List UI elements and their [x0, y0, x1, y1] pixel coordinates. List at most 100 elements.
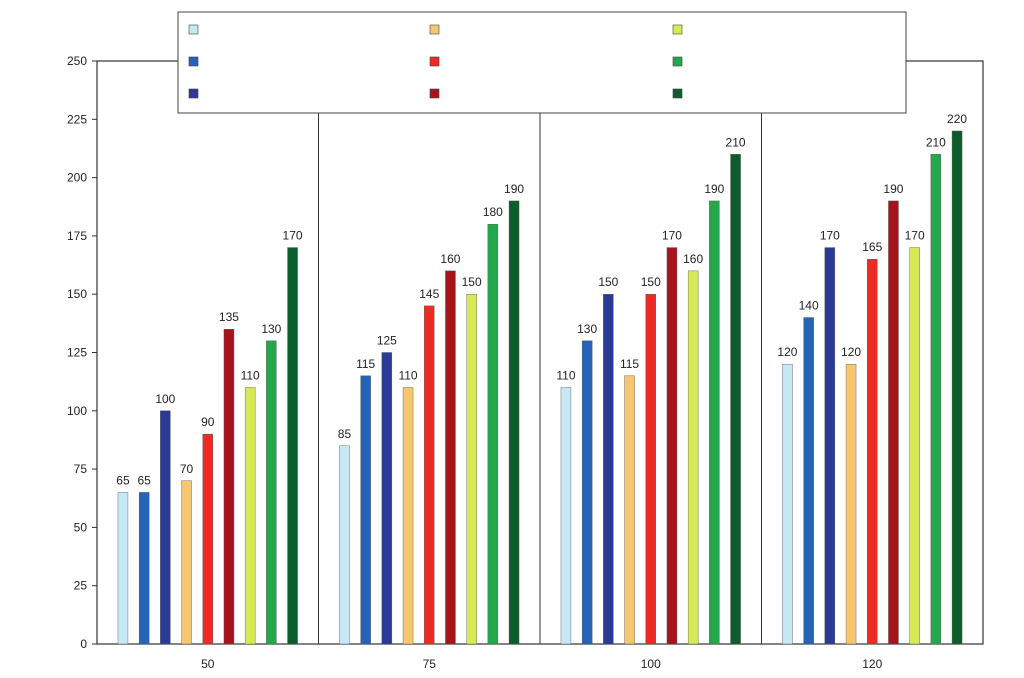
- data-label: 210: [926, 135, 946, 149]
- bar: [867, 259, 878, 645]
- data-label: 90: [201, 415, 215, 429]
- data-label: 65: [116, 473, 130, 487]
- chart-legend: [177, 11, 907, 114]
- bar: [466, 294, 477, 645]
- data-label: 220: [947, 112, 967, 126]
- data-label: 170: [820, 229, 840, 243]
- legend-swatch: [672, 56, 683, 67]
- bar: [824, 247, 836, 645]
- bar: [909, 247, 920, 645]
- bar: [424, 305, 435, 645]
- bar: [709, 200, 720, 645]
- data-label: 170: [283, 229, 303, 243]
- y-tick-label: 25: [74, 579, 88, 593]
- bar: [803, 317, 814, 645]
- data-label: 85: [338, 427, 352, 441]
- bar: [223, 328, 235, 645]
- x-tick-label: 120: [862, 657, 882, 671]
- y-tick-label: 200: [67, 171, 87, 185]
- data-label: 145: [419, 287, 439, 301]
- legend-swatch: [188, 24, 199, 35]
- data-label: 190: [504, 182, 524, 196]
- data-label: 115: [620, 357, 639, 371]
- data-label: 130: [261, 322, 281, 336]
- data-label: 120: [777, 345, 797, 359]
- x-tick-label: 75: [423, 657, 437, 671]
- bar: [508, 200, 520, 645]
- bar: [888, 200, 899, 645]
- y-tick-label: 100: [67, 404, 87, 418]
- bar: [782, 363, 793, 645]
- data-label: 190: [704, 182, 724, 196]
- legend-swatch: [188, 88, 199, 99]
- y-tick-label: 0: [80, 637, 87, 651]
- y-tick-label: 250: [67, 54, 87, 68]
- bar: [181, 480, 192, 645]
- y-tick-label: 150: [67, 287, 87, 301]
- data-label: 130: [577, 322, 597, 336]
- legend-swatch: [672, 88, 683, 99]
- bar: [666, 247, 678, 645]
- bar: [402, 387, 414, 645]
- legend-swatch: [672, 24, 683, 35]
- data-label: 165: [862, 240, 882, 254]
- y-tick-label: 175: [67, 229, 87, 243]
- bar: [603, 294, 614, 645]
- data-label: 150: [462, 275, 482, 289]
- data-label: 150: [641, 275, 661, 289]
- y-tick-label: 225: [67, 112, 87, 126]
- data-label: 100: [155, 392, 175, 406]
- data-label: 70: [180, 462, 194, 476]
- bar: [951, 130, 963, 645]
- legend-box: [177, 11, 907, 114]
- data-label: 110: [241, 368, 260, 382]
- y-tick-label: 75: [74, 462, 88, 476]
- data-label: 180: [483, 205, 503, 219]
- data-label: 125: [377, 334, 397, 348]
- bar: [381, 352, 393, 645]
- data-label: 190: [883, 182, 903, 196]
- bar: [117, 492, 129, 645]
- bar: [581, 340, 593, 645]
- chart-bars: 65 65100709013511013017085115125110145160…: [116, 112, 967, 645]
- bar: [339, 445, 350, 645]
- bar: [560, 387, 572, 645]
- data-label: 210: [726, 135, 746, 149]
- bar: [266, 340, 277, 645]
- bar: [244, 387, 256, 645]
- bar: [160, 410, 171, 645]
- chart-axes: 0 25 50 75 100 125 150 175 200 225 250 50 75 100 120: [67, 54, 984, 671]
- data-label: 110: [398, 368, 417, 382]
- bar: [645, 294, 656, 645]
- data-label: 160: [440, 252, 460, 266]
- legend-swatch: [429, 88, 440, 99]
- data-label: 135: [219, 310, 239, 324]
- bar: [845, 363, 857, 645]
- legend-swatch: [429, 56, 440, 67]
- x-tick-label: 100: [641, 657, 661, 671]
- bar: [287, 247, 298, 645]
- bar: [730, 154, 741, 645]
- data-label: 160: [683, 252, 703, 266]
- y-tick-label: 50: [74, 520, 88, 534]
- bar: [202, 433, 213, 645]
- bar: [687, 270, 699, 645]
- bar: [930, 154, 942, 645]
- data-label: 120: [841, 345, 861, 359]
- bar: [624, 375, 635, 645]
- bar: [487, 224, 499, 645]
- data-label: 170: [662, 229, 682, 243]
- data-label: 110: [556, 368, 575, 382]
- data-label: 115: [356, 357, 375, 371]
- legend-swatch: [188, 56, 199, 67]
- data-label: 140: [799, 299, 819, 313]
- y-tick-label: 125: [67, 346, 87, 360]
- bar: [138, 492, 150, 645]
- data-label: 65: [137, 473, 151, 487]
- x-tick-label: 50: [201, 657, 215, 671]
- data-label: 170: [905, 229, 925, 243]
- data-label: 150: [598, 275, 618, 289]
- legend-swatch: [429, 24, 440, 35]
- bar: [445, 270, 456, 645]
